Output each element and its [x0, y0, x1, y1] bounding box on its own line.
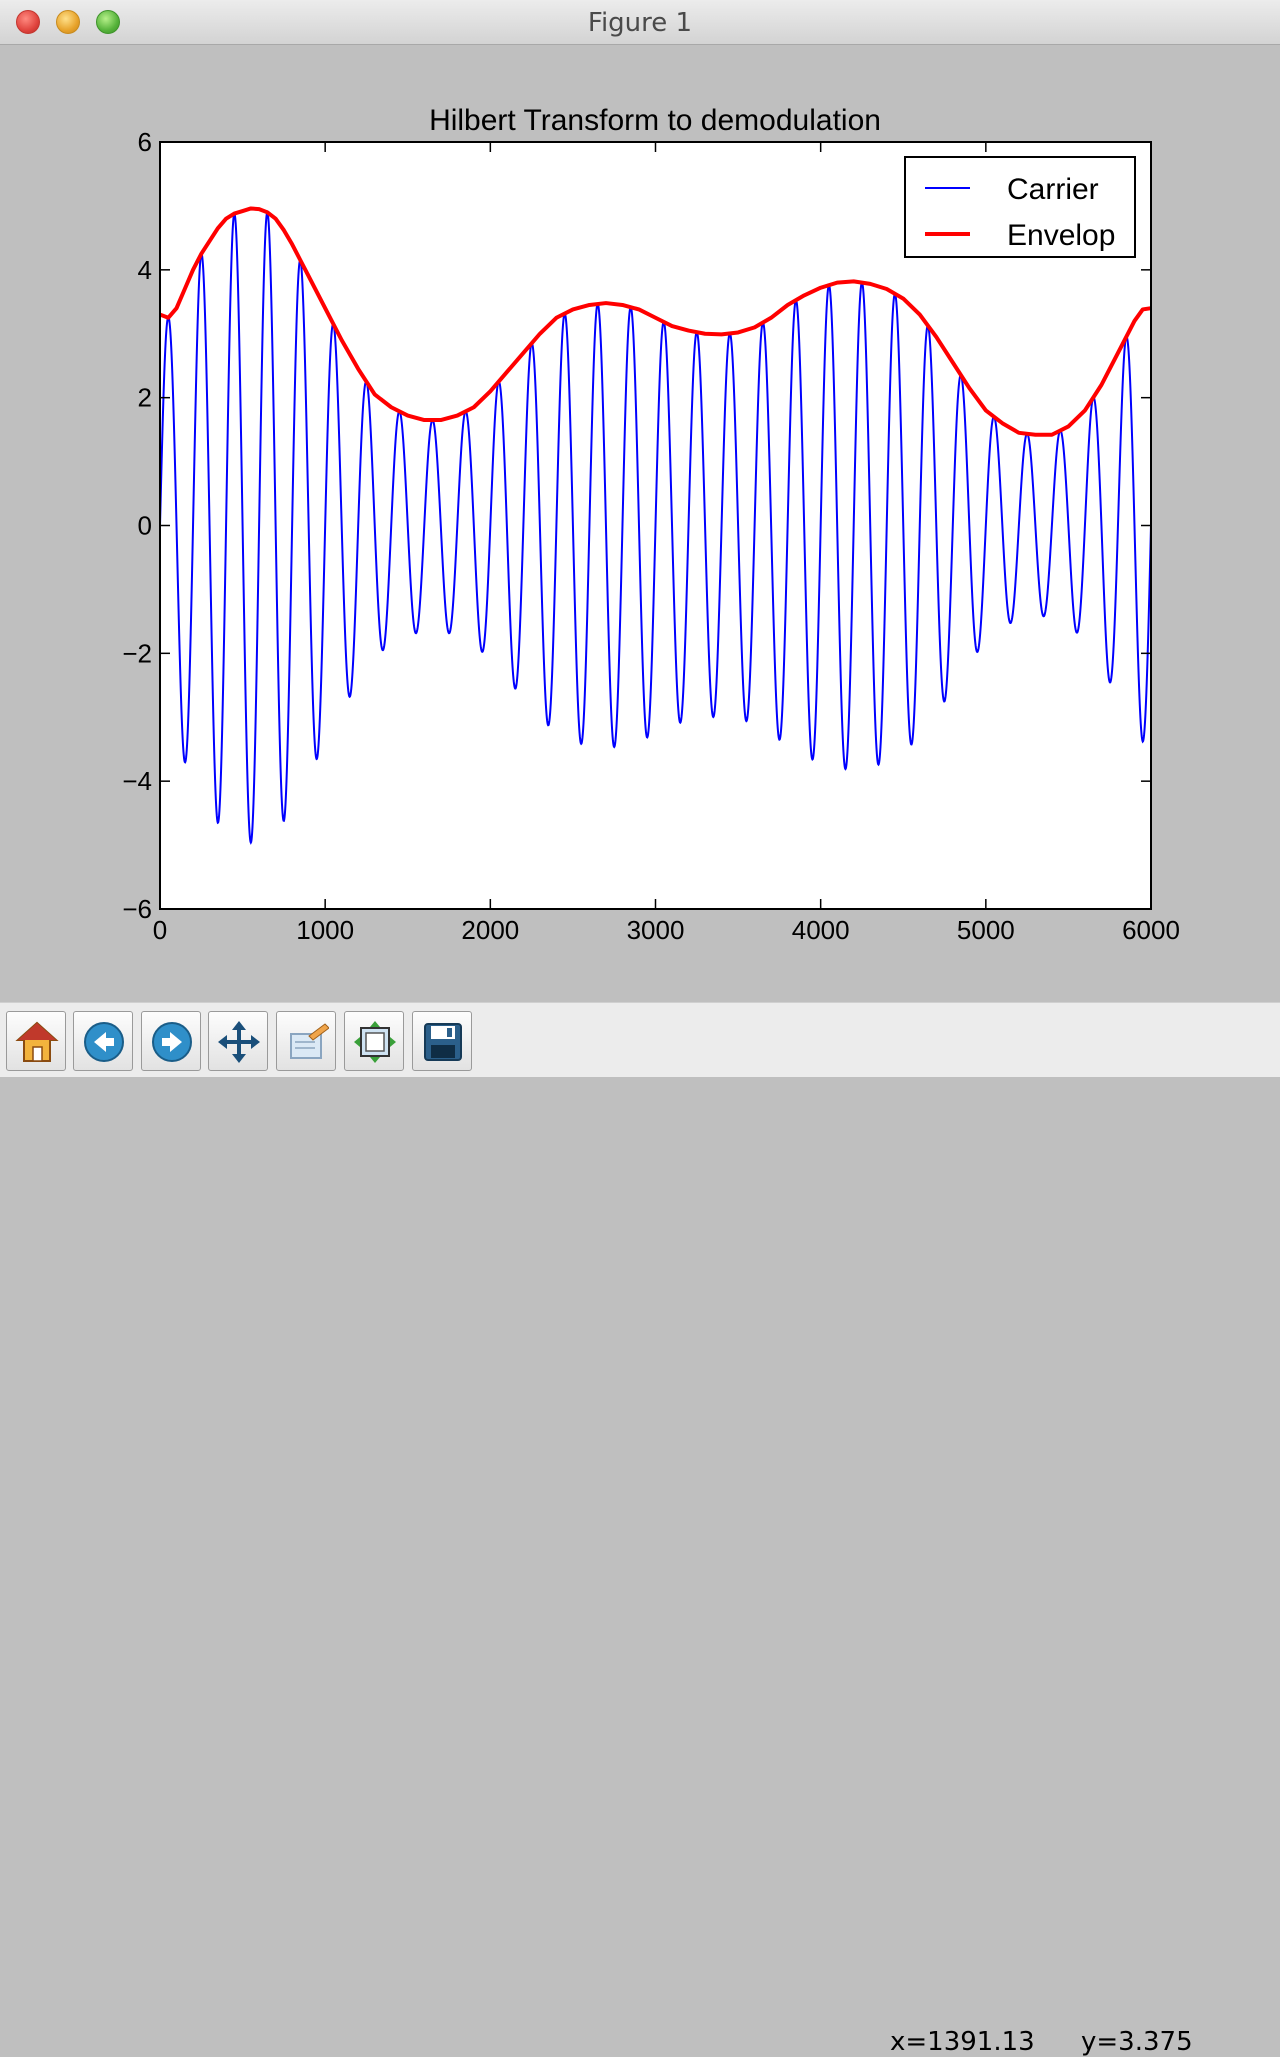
legend-envelop-label: Envelop	[1007, 219, 1115, 252]
x-tick-label: 3000	[627, 915, 685, 945]
home-icon	[15, 1021, 59, 1062]
axis-ticks: 0 1000 2000 3000 4000 5000 6000 −6 −4 −2 0 2 4 6	[122, 127, 1180, 945]
carrier-line	[159, 210, 1152, 845]
y-tick-label: −2	[122, 638, 152, 668]
x-coordinate-readout: x=1391.13	[890, 2027, 1035, 2057]
x-tick-label: 6000	[1122, 915, 1180, 945]
forward-arrow-icon	[152, 1022, 192, 1062]
x-tick-label: 2000	[461, 915, 519, 945]
floppy-disk-icon	[424, 1023, 462, 1061]
zoom-window-button[interactable]	[96, 10, 120, 34]
window-title: Figure 1	[587, 8, 693, 38]
y-tick-label: 2	[138, 383, 152, 413]
window-titlebar: Figure 1	[0, 0, 1280, 45]
subplots-icon	[354, 1021, 396, 1063]
y-tick-label: 6	[138, 127, 152, 157]
envelope-series	[159, 206, 1152, 437]
legend: Carrier Envelop	[904, 156, 1136, 258]
legend-carrier-label: Carrier	[1007, 173, 1099, 206]
x-tick-label: 4000	[792, 915, 850, 945]
home-button[interactable]	[6, 1011, 66, 1071]
pan-icon	[218, 1021, 260, 1063]
navigation-toolbar: x=1391.13 y=3.375	[0, 1002, 1280, 2057]
save-button[interactable]	[412, 1011, 472, 1071]
close-window-button[interactable]	[16, 10, 40, 34]
carrier-series	[159, 210, 1152, 845]
zoom-rect-icon	[290, 1023, 329, 1059]
legend-box	[904, 156, 1136, 258]
x-tick-label: 1000	[296, 915, 354, 945]
y-tick-label: 0	[138, 511, 152, 541]
y-tick-label: −6	[122, 894, 152, 924]
forward-button[interactable]	[141, 1011, 201, 1071]
back-button[interactable]	[73, 1011, 133, 1071]
chart[interactable]: 0 1000 2000 3000 4000 5000 6000 −6 −4 −2 0 2 4 6 Hilb…	[0, 44, 1280, 1002]
zoom-button[interactable]	[276, 1011, 336, 1071]
minimize-window-button[interactable]	[56, 10, 80, 34]
x-tick-label: 0	[153, 915, 167, 945]
pan-button[interactable]	[208, 1011, 268, 1071]
subplots-button[interactable]	[344, 1011, 404, 1071]
x-tick-label: 5000	[957, 915, 1015, 945]
y-tick-label: 4	[138, 255, 152, 285]
y-coordinate-readout: y=3.375	[1081, 2027, 1193, 2057]
chart-title: Hilbert Transform to demodulation	[429, 104, 881, 137]
back-arrow-icon	[84, 1022, 124, 1062]
y-tick-label: −4	[122, 766, 152, 796]
envelope-line	[159, 206, 1152, 437]
